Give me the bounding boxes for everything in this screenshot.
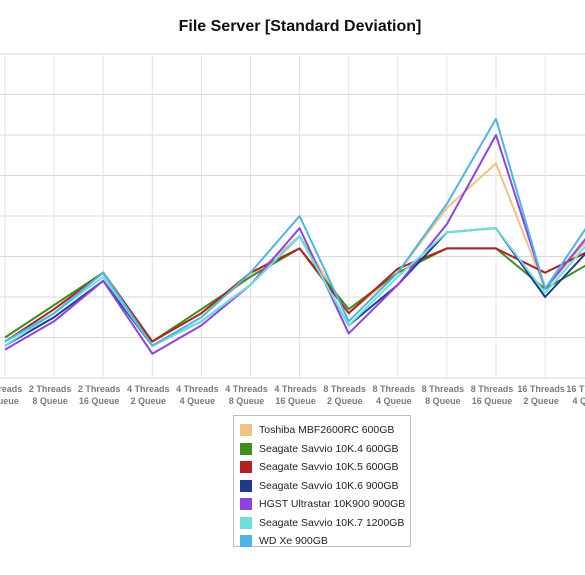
series-line-7: [4, 117, 585, 347]
x-tick-label: 2 Threads 8 Queue: [29, 384, 72, 406]
series-line-2: [4, 247, 585, 343]
series-line-3: [4, 247, 585, 343]
legend-swatch: [240, 516, 252, 529]
legend-label: HGST Ultrastar 10K900 900GB: [259, 498, 406, 511]
legend-label: Seagate Savvio 10K.4 600GB: [259, 442, 399, 455]
series-line-6: [4, 227, 585, 347]
legend-item: Seagate Savvio 10K.6 900GB: [240, 477, 410, 496]
legend-label: Seagate Savvio 10K.7 1200GB: [259, 516, 405, 529]
legend-label: WD Xe 900GB: [259, 535, 328, 548]
x-tick-label: 4 Threads 16 Queue: [274, 384, 317, 406]
x-tick-label: 16 Threads 2 Queue: [517, 384, 565, 406]
chart-title: File Server [Standard Deviation]: [178, 18, 422, 35]
x-tick-label: 8 Threads 16 Queue: [471, 384, 514, 406]
legend-item: Toshiba MBF2600RC 600GB: [240, 421, 410, 440]
x-tick-label: 4 Threads 2 Queue: [127, 384, 170, 406]
legend-swatch: [240, 479, 252, 492]
legend-swatch: [240, 498, 252, 511]
legend-label: Seagate Savvio 10K.6 900GB: [259, 479, 399, 492]
legend-item: HGST Ultrastar 10K900 900GB: [240, 495, 410, 514]
legend-swatch: [240, 424, 252, 437]
series-lines: [4, 117, 585, 355]
x-tick-label: 4 Threads 4 Queue: [176, 384, 219, 406]
series-line-1: [4, 162, 585, 343]
legend-item: Seagate Savvio 10K.4 600GB: [240, 440, 410, 459]
legend-item: WD Xe 900GB: [240, 532, 410, 551]
grid-lines: [0, 53, 585, 379]
x-tick-label: 8 Threads 4 Queue: [373, 384, 416, 406]
legend-swatch: [240, 442, 252, 455]
legend-item: Seagate Savvio 10K.7 1200GB: [240, 514, 410, 533]
legend: Toshiba MBF2600RC 600GB Seagate Savvio 10…: [233, 415, 411, 548]
legend-item: Seagate Savvio 10K.5 600GB: [240, 458, 410, 477]
legend-label: Toshiba MBF2600RC 600GB: [259, 424, 395, 437]
series-line-5: [4, 134, 585, 355]
x-tick-label: 2 Threads 16 Queue: [78, 384, 121, 406]
legend-swatch: [240, 535, 252, 548]
series-line-4: [4, 227, 585, 347]
x-tick-label: 4 Threads 8 Queue: [225, 384, 268, 406]
x-tick-label: 8 Threads 2 Queue: [323, 384, 366, 406]
legend-label: Seagate Savvio 10K.5 600GB: [259, 461, 399, 474]
legend-swatch: [240, 461, 252, 474]
x-tick-label: 8 Threads 8 Queue: [422, 384, 465, 406]
